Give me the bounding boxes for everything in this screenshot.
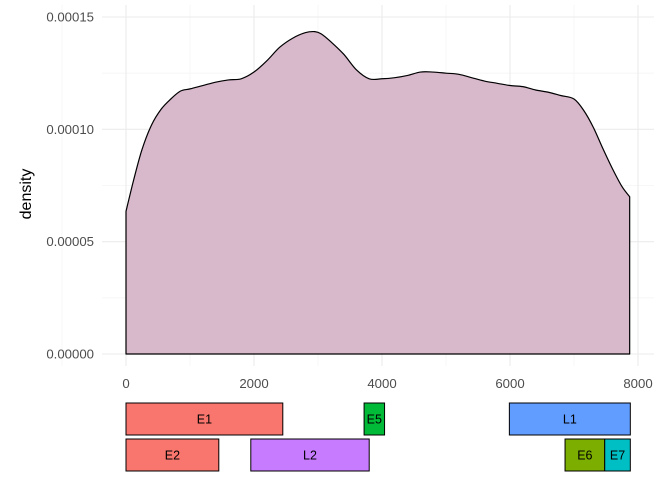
- gene-segment-e5: E5: [363, 402, 386, 436]
- gene-segment-e1: E1: [125, 402, 284, 436]
- gene-label: E1: [197, 413, 212, 427]
- gene-track: E1 E5 L1 E2 L2 E6 E7: [125, 402, 631, 472]
- y-tick-label: 0.00000: [46, 347, 94, 362]
- gene-bar: [363, 402, 386, 436]
- gene-bar: [125, 402, 284, 436]
- x-tick-label: 0: [122, 376, 129, 391]
- gene-label: E2: [165, 449, 180, 463]
- gene-bar: [604, 438, 631, 472]
- gene-segment-l2: L2: [250, 438, 370, 472]
- gene-segment-e6: E6: [564, 438, 606, 472]
- gene-label: E5: [367, 413, 382, 427]
- x-tick-label: 4000: [367, 376, 396, 391]
- y-axis: 0.00000 0.00005 0.00010 0.00015: [46, 10, 94, 362]
- gene-segment-e7: E7: [604, 438, 631, 472]
- y-tick-label: 0.00005: [46, 234, 94, 249]
- x-tick-label: 6000: [495, 376, 524, 391]
- density-series: [125, 30, 631, 355]
- x-axis: 0 2000 4000 6000 8000: [122, 376, 652, 391]
- gene-segment-l1: L1: [508, 402, 631, 436]
- gene-label: E6: [577, 449, 592, 463]
- density-area: [125, 30, 631, 355]
- gene-label: E7: [610, 449, 625, 463]
- gene-label: L2: [303, 449, 317, 463]
- y-tick-label: 0.00010: [46, 122, 94, 137]
- x-tick-label: 8000: [623, 376, 652, 391]
- gene-bar: [508, 402, 631, 436]
- x-tick-label: 2000: [239, 376, 268, 391]
- y-axis-title: density: [18, 169, 35, 220]
- gene-bar: [250, 438, 370, 472]
- gene-segment-e2: E2: [125, 438, 220, 472]
- y-tick-label: 0.00015: [46, 10, 94, 25]
- gene-bar: [125, 438, 220, 472]
- gene-label: L1: [563, 413, 577, 427]
